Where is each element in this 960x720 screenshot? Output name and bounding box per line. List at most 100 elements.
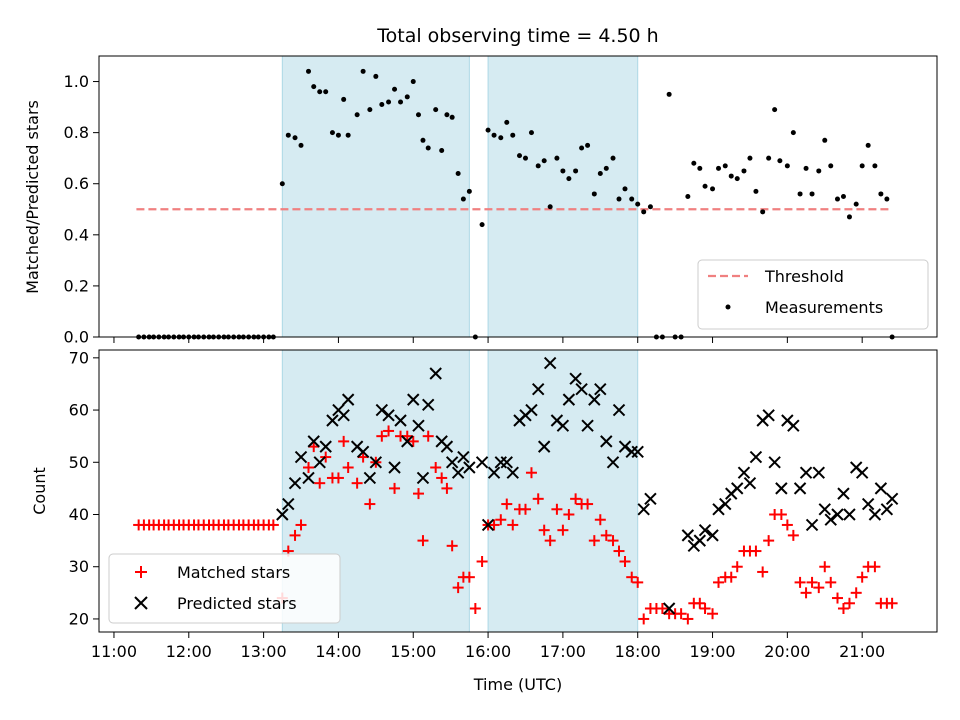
measurement-point-66 (510, 132, 516, 138)
matched-star-point-115 (813, 582, 825, 594)
predicted-star-point-63 (693, 534, 707, 547)
matched-star-point-83 (613, 545, 625, 557)
measurements-legend-swatch (725, 304, 731, 310)
measurement-point-34 (317, 89, 323, 95)
matched-star-point-31 (295, 519, 307, 531)
top-y-tick-label-3: 0.6 (64, 174, 89, 193)
bottom-y-tick-label-3: 50 (69, 453, 89, 472)
matched-star-point-79 (588, 535, 600, 547)
predicted-star-point-91 (868, 508, 882, 521)
predicted-star-point-5 (307, 435, 320, 448)
measurement-point-47 (398, 99, 404, 105)
measurement-point-77 (579, 145, 585, 151)
predicted-star-point-45 (556, 419, 570, 432)
predicted-star-point-34 (487, 466, 501, 479)
matched-star-point-93 (675, 608, 687, 620)
measurement-point-31 (298, 142, 304, 148)
x-tick-label-0: 11:00 (91, 642, 137, 661)
x-tick-label-5: 16:00 (465, 642, 511, 661)
matched-star-point-55 (441, 482, 453, 494)
measurement-point-69 (528, 130, 534, 136)
top-y-axis-title: Matched/Predicted stars (23, 100, 42, 294)
predicted-star-point-50 (588, 393, 601, 406)
matched-star-point-38 (338, 435, 350, 447)
matched-star-point-114 (806, 576, 818, 588)
matched-star-point-120 (843, 597, 855, 609)
predicted-star-point-21 (407, 393, 420, 406)
matched-star-point-37 (332, 472, 344, 484)
matched-star-point-46 (389, 482, 401, 494)
predicted-star-point-89 (855, 466, 869, 479)
measurement-point-39 (345, 132, 351, 138)
matched-star-point-40 (351, 477, 363, 489)
predicted-star-point-8 (326, 414, 339, 427)
measurement-point-115 (816, 168, 822, 174)
measurement-point-117 (828, 163, 834, 169)
predicted-stars-legend-swatch (134, 596, 148, 610)
predicted-star-point-11 (341, 393, 355, 406)
predicted-star-point-90 (861, 497, 875, 511)
bottom-series-marks (133, 356, 899, 625)
bottom-panel: 20 30 40 50 60 70 11:00 12:00 13:00 14:00 15:00 16… (30, 348, 938, 694)
measurement-point-124 (872, 163, 878, 169)
measurement-point-55 (444, 112, 450, 118)
top-shaded-interval-1 (487, 55, 639, 338)
measurement-point-48 (404, 94, 410, 100)
measurement-point-110 (784, 163, 790, 169)
matched-star-point-64 (495, 514, 507, 526)
predicted-star-point-40 (525, 403, 538, 417)
predicted-star-point-76 (775, 482, 788, 495)
x-tick-label-9: 20:00 (764, 642, 810, 661)
measurement-point-120 (846, 214, 852, 220)
matched-star-point-39 (342, 462, 354, 473)
measurement-point-59 (466, 188, 472, 194)
predicted-star-point-92 (874, 482, 888, 495)
chart-title: Total observing time = 4.50 h (376, 25, 658, 47)
measurement-point-101 (728, 173, 734, 179)
predicted-star-point-78 (787, 419, 800, 432)
measurement-point-81 (603, 165, 609, 171)
matched-star-point-81 (600, 529, 612, 541)
matched-star-point-49 (407, 435, 419, 447)
predicted-star-point-43 (543, 356, 557, 370)
matched-star-point-82 (607, 535, 619, 547)
matched-star-point-72 (544, 535, 556, 547)
matched-star-point-87 (638, 613, 650, 625)
predicted-star-point-15 (369, 456, 383, 469)
predicted-star-point-30 (457, 450, 470, 464)
matched-star-point-98 (707, 608, 719, 620)
bottom-legend-box (108, 553, 341, 624)
measurement-point-82 (610, 155, 616, 161)
matched-star-point-116 (819, 561, 831, 573)
matched-star-point-122 (856, 571, 868, 583)
matched-star-point-94 (682, 613, 694, 625)
predicted-star-point-81 (805, 518, 819, 532)
measurement-point-87 (641, 209, 647, 215)
measurement-point-103 (741, 168, 747, 174)
measurement-point-56 (449, 114, 455, 120)
predicted-star-point-24 (422, 398, 435, 412)
predicted-star-point-87 (843, 508, 856, 521)
top-x-axis-ticks (113, 337, 863, 343)
top-y-tick-label-2: 0.4 (64, 225, 89, 244)
matched-star-point-90 (656, 603, 668, 614)
bottom-shaded-interval-1 (487, 349, 639, 633)
top-shaded-intervals (281, 55, 639, 338)
predicted-star-point-86 (837, 487, 850, 500)
predicted-star-point-53 (606, 456, 620, 469)
measurement-point-123 (865, 142, 871, 148)
x-tick-label-6: 17:00 (540, 642, 586, 661)
matched-star-point-107 (763, 535, 775, 547)
measurement-point-70 (535, 163, 541, 169)
measurement-point-44 (379, 102, 385, 108)
measurement-point-64 (498, 135, 504, 141)
predicted-star-point-47 (569, 372, 582, 385)
measurement-point-28 (279, 181, 285, 187)
top-y-tick-label-4: 0.8 (64, 123, 89, 142)
predicted-star-point-58 (637, 503, 650, 516)
measurement-point-126 (884, 196, 890, 202)
measurement-point-37 (335, 132, 341, 138)
measurement-point-29 (285, 132, 291, 138)
matched-star-point-50 (412, 488, 424, 500)
matched-star-point-70 (532, 493, 544, 505)
